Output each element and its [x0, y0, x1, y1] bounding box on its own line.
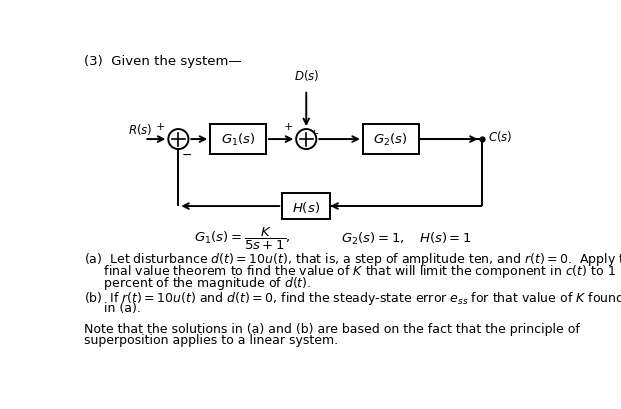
Text: percent of the magnitude of $d(t)$.: percent of the magnitude of $d(t)$.	[84, 274, 311, 291]
Bar	[363, 125, 419, 154]
Text: +: +	[284, 121, 293, 131]
Text: $G_2(s)$: $G_2(s)$	[373, 132, 408, 148]
Text: $D(s)$: $D(s)$	[294, 68, 319, 83]
Text: $G_2(s) = 1,\quad H(s) = 1$: $G_2(s) = 1,\quad H(s) = 1$	[341, 230, 472, 246]
Text: Note that the solutions in (a) and (b) are based on the fact that the principle : Note that the solutions in (a) and (b) a…	[84, 322, 579, 335]
Text: $H(s)$: $H(s)$	[292, 199, 320, 214]
Text: +: +	[309, 128, 319, 138]
Text: final value theorem to find the value of $K$ that will limit the component in $c: final value theorem to find the value of…	[84, 262, 615, 279]
Text: $G_1(s) = \dfrac{K}{5s+1},$: $G_1(s) = \dfrac{K}{5s+1},$	[194, 225, 291, 251]
Text: $G_1(s)$: $G_1(s)$	[220, 132, 255, 148]
Text: superposition applies to a linear system.: superposition applies to a linear system…	[84, 334, 338, 347]
Text: −: −	[181, 148, 192, 161]
Text: (b)  If $r(t) = 10u(t)$ and $d(t) = 0$, find the steady-state error $e_{ss}$ for: (b) If $r(t) = 10u(t)$ and $d(t) = 0$, f…	[84, 290, 621, 307]
Text: $R(s)$: $R(s)$	[128, 121, 153, 137]
Text: in (a).: in (a).	[84, 301, 141, 315]
Bar	[210, 125, 266, 154]
Circle shape	[168, 130, 188, 150]
Text: +: +	[156, 121, 165, 131]
Circle shape	[296, 130, 316, 150]
Text: $C(s)$: $C(s)$	[488, 128, 513, 144]
Text: (a)  Let disturbance $d(t) = 10u(t)$, that is, a step of amplitude ten, and $r(t: (a) Let disturbance $d(t) = 10u(t)$, tha…	[84, 250, 621, 267]
Bar	[282, 193, 330, 220]
Text: (3)  Given the system—: (3) Given the system—	[84, 55, 242, 68]
